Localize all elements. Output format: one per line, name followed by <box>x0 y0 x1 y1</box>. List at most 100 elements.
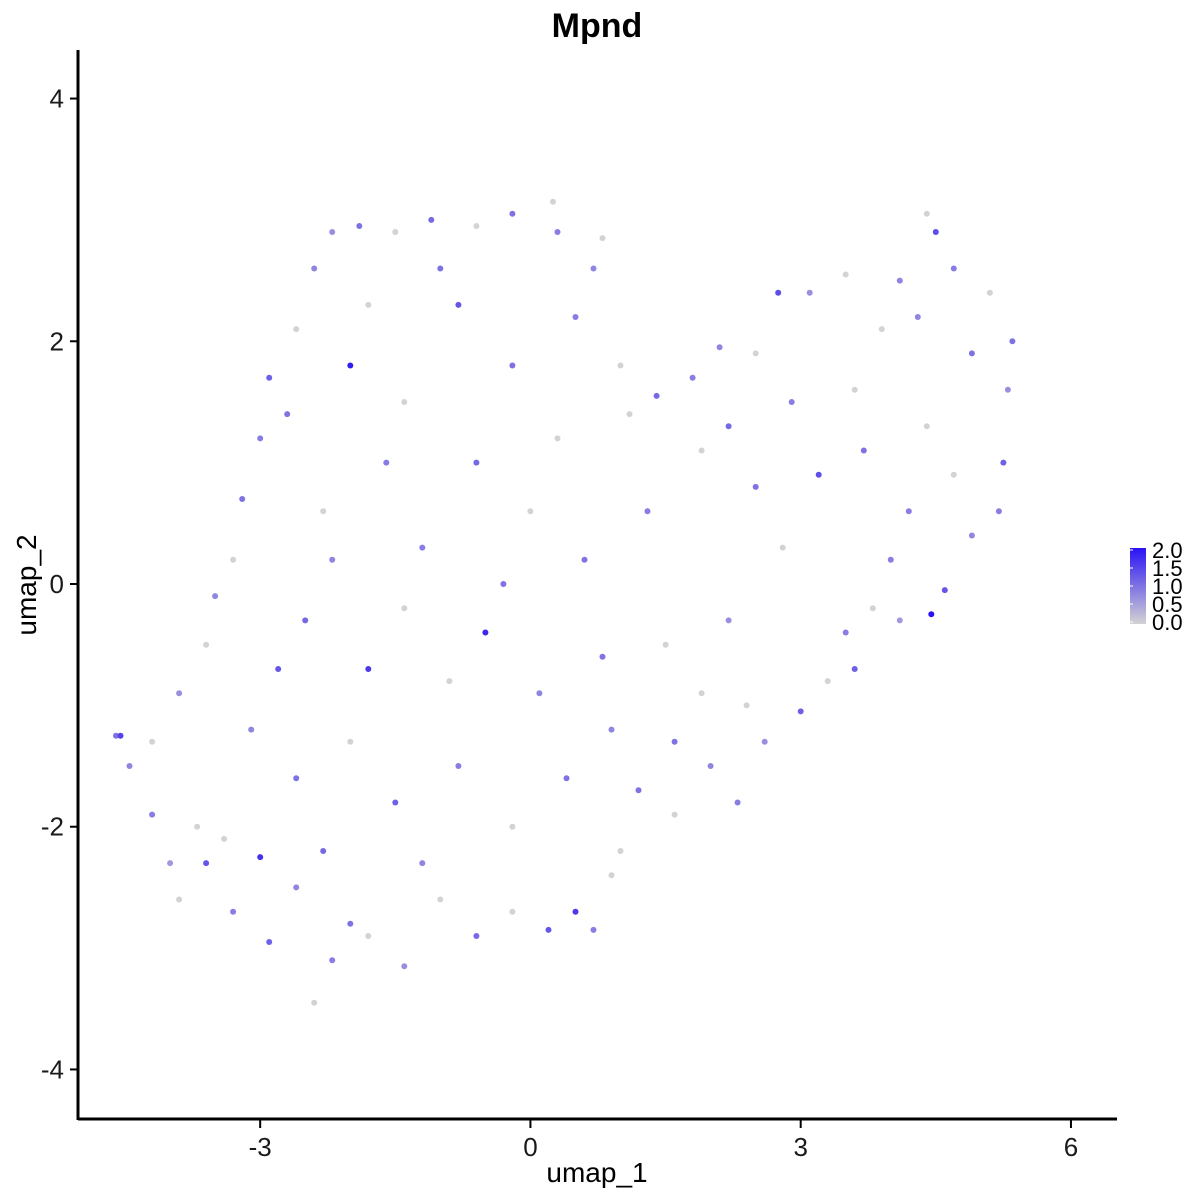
x-tick-label: 6 <box>1064 1132 1078 1162</box>
data-point <box>707 763 714 769</box>
data-point <box>581 556 588 563</box>
data-point <box>113 732 119 739</box>
data-point <box>527 508 534 515</box>
data-point <box>752 350 759 357</box>
data-point <box>293 775 300 782</box>
data-point <box>329 957 336 964</box>
data-point <box>347 738 354 745</box>
data-point <box>968 350 975 357</box>
data-point <box>554 435 561 442</box>
data-point <box>779 544 786 551</box>
data-point <box>653 392 660 399</box>
data-point <box>230 556 237 563</box>
legend-label: 0.5 <box>1152 592 1183 617</box>
data-point <box>617 362 624 369</box>
data-point <box>1000 459 1007 466</box>
data-point <box>212 593 219 600</box>
data-point <box>923 423 930 430</box>
data-point <box>617 848 624 854</box>
data-point <box>149 738 156 745</box>
data-point <box>590 926 597 933</box>
data-point <box>761 738 768 745</box>
data-point <box>635 787 642 794</box>
data-point <box>473 459 480 466</box>
legend-label: 1.5 <box>1152 556 1183 581</box>
y-axis-ticks: -4 -2 0 2 4 <box>41 84 78 1084</box>
data-point <box>239 496 246 502</box>
legend-labels: 0.00.51.01.52.0 <box>1130 538 1183 635</box>
y-tick-label: 0 <box>50 569 64 599</box>
data-point <box>662 641 669 648</box>
data-point <box>941 587 948 594</box>
data-point <box>149 811 156 818</box>
data-point <box>275 666 282 672</box>
data-point <box>126 763 133 769</box>
data-point <box>401 963 408 970</box>
data-point <box>860 447 867 454</box>
data-point <box>905 508 912 515</box>
data-point <box>419 544 426 551</box>
data-point <box>923 210 930 217</box>
data-point <box>356 223 363 229</box>
y-tick-label: 2 <box>50 326 64 356</box>
x-axis-ticks: -3 0 3 6 <box>249 1120 1078 1162</box>
data-point <box>437 896 444 903</box>
y-tick-label: -2 <box>41 812 64 842</box>
data-point <box>599 653 606 660</box>
data-point <box>851 386 858 393</box>
data-point <box>302 617 309 624</box>
data-point <box>815 471 822 478</box>
data-point <box>716 344 723 351</box>
data-point <box>437 265 444 272</box>
data-point <box>851 666 858 672</box>
data-point <box>842 271 849 278</box>
data-point <box>117 732 124 739</box>
data-point <box>932 229 939 235</box>
y-axis-title: umap_2 <box>11 534 42 635</box>
data-point <box>203 860 210 867</box>
data-point <box>257 854 264 861</box>
data-point <box>401 399 408 405</box>
data-point <box>293 326 300 333</box>
scatter-points <box>113 198 1016 1006</box>
data-point <box>928 611 935 618</box>
data-point <box>599 235 606 242</box>
data-point <box>473 223 480 229</box>
data-point <box>1009 338 1016 345</box>
data-point <box>347 362 354 369</box>
data-point <box>320 848 327 854</box>
data-point <box>590 265 597 272</box>
x-tick-label: 3 <box>793 1132 807 1162</box>
data-point <box>752 483 759 490</box>
data-point <box>725 423 732 430</box>
data-point <box>500 581 507 587</box>
data-point <box>698 447 705 454</box>
data-point <box>896 617 903 624</box>
data-point <box>986 289 993 296</box>
data-point <box>572 908 579 915</box>
data-point <box>266 939 273 945</box>
data-point <box>671 811 678 818</box>
data-point <box>392 799 399 806</box>
data-point <box>545 926 552 933</box>
data-point <box>257 435 264 442</box>
data-point <box>311 999 318 1006</box>
data-point <box>550 198 556 205</box>
data-point <box>509 908 516 915</box>
data-point <box>950 265 957 272</box>
data-point <box>401 605 408 612</box>
data-point <box>896 277 903 284</box>
data-point <box>311 265 318 272</box>
legend-colorbar <box>1130 548 1146 624</box>
data-point <box>266 374 273 381</box>
data-point <box>869 605 876 612</box>
data-point <box>509 823 516 830</box>
data-point <box>347 920 354 927</box>
data-point <box>230 908 237 915</box>
legend-label: 1.0 <box>1152 574 1183 599</box>
data-point <box>365 666 372 672</box>
data-point <box>176 690 183 697</box>
chart-title: Mpnd <box>552 7 643 45</box>
data-point <box>248 726 255 733</box>
data-point <box>608 726 615 733</box>
